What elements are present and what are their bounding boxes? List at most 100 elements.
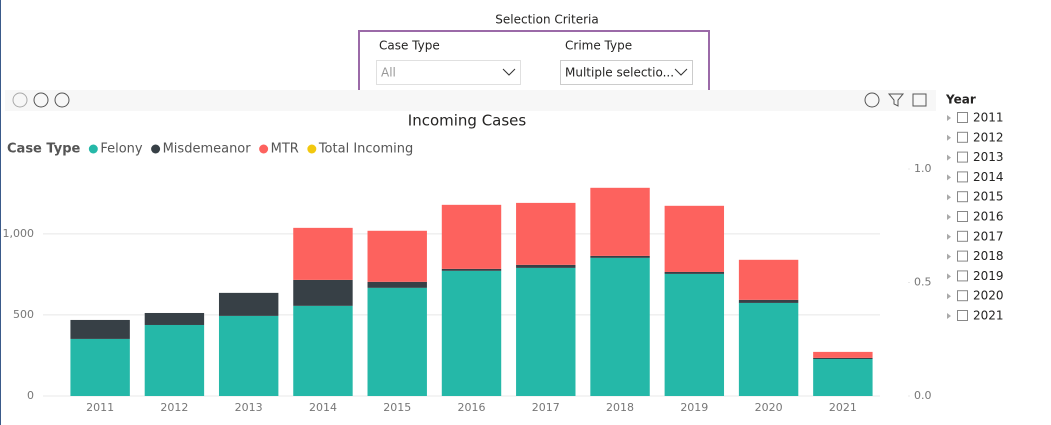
slicer-item: 2011 xyxy=(973,111,1004,125)
legend-marker xyxy=(307,144,317,154)
bar-segment xyxy=(813,351,873,358)
checkbox[interactable] xyxy=(957,191,968,203)
bar-segment xyxy=(813,359,873,396)
slicer-item: 2018 xyxy=(973,249,1004,263)
x-tick-label: 2015 xyxy=(383,401,411,414)
legend-label: Total Incoming xyxy=(318,142,413,157)
legend-label: Felony xyxy=(100,142,143,157)
case-type-dropdown[interactable] xyxy=(376,60,521,85)
y-tick-label: 0 xyxy=(27,389,34,402)
legend-marker xyxy=(259,144,269,154)
bar-segment xyxy=(218,315,279,396)
chevron xyxy=(502,68,516,76)
y2-tick-label: 0.0 xyxy=(914,389,932,402)
bar-segment xyxy=(144,324,205,396)
expand-arrow xyxy=(947,313,951,319)
checkbox[interactable] xyxy=(957,250,968,262)
bar-segment xyxy=(367,230,427,282)
x-tick-label: 2021 xyxy=(829,401,857,414)
checkbox[interactable] xyxy=(957,211,968,222)
slicer-item: 2019 xyxy=(973,269,1004,283)
bar-segment xyxy=(218,292,279,316)
checkbox[interactable] xyxy=(957,112,968,123)
bar-segment xyxy=(516,267,576,396)
slicer-item: 2013 xyxy=(973,150,1004,164)
slicer-item: 2015 xyxy=(973,190,1004,204)
y2-tick-label: 1.0 xyxy=(914,162,932,175)
checkbox[interactable] xyxy=(957,230,968,242)
bar-segment xyxy=(664,271,725,274)
expand-arrow xyxy=(947,293,951,300)
x-tick-label: 2020 xyxy=(755,401,783,414)
legend-label: MTR xyxy=(271,142,299,157)
selection-title: Selection Criteria xyxy=(495,13,598,27)
focus-icon[interactable] xyxy=(912,93,927,107)
legend-title: Case Type xyxy=(7,142,80,157)
filter-label: Case Type xyxy=(379,39,440,53)
y-tick-label: 1,000 xyxy=(3,227,35,240)
checkbox[interactable] xyxy=(957,290,968,302)
slicer-item: 2012 xyxy=(973,130,1004,144)
expand-arrow xyxy=(947,214,951,220)
bar-segment xyxy=(70,338,130,396)
bar-segment xyxy=(738,299,799,303)
bar-segment xyxy=(590,255,650,258)
legend-marker xyxy=(151,144,161,154)
checkbox[interactable] xyxy=(957,270,968,282)
slicer-item: 2017 xyxy=(973,229,1004,243)
drill-down-toggle[interactable] xyxy=(864,92,880,108)
bar-segment xyxy=(738,302,799,396)
checkbox[interactable] xyxy=(957,151,968,163)
drill-icons xyxy=(12,92,70,108)
expand-arrow xyxy=(947,154,951,161)
bar-segment xyxy=(367,287,427,396)
x-tick-label: 2011 xyxy=(86,401,114,414)
bar-segment xyxy=(293,279,353,306)
bar-segment xyxy=(367,281,427,288)
slicer-item: 2021 xyxy=(973,309,1004,323)
bar-segment xyxy=(664,273,725,396)
bar-segment xyxy=(813,357,873,360)
bar-segment xyxy=(293,227,353,280)
expand-all[interactable] xyxy=(54,92,70,108)
chart-title: Incoming Cases xyxy=(408,112,527,130)
crime-type-dropdown[interactable] xyxy=(560,60,693,85)
bar-segment xyxy=(293,305,353,396)
x-tick-label: 2013 xyxy=(235,401,263,414)
checkbox[interactable] xyxy=(957,310,968,321)
x-tick-label: 2012 xyxy=(160,401,188,414)
y-tick-label: 500 xyxy=(13,308,34,321)
bar-segment xyxy=(590,187,650,256)
bar-segment xyxy=(738,259,799,300)
chevron xyxy=(674,68,688,76)
bar-segment xyxy=(441,268,502,271)
filter-label: Crime Type xyxy=(565,39,632,53)
x-tick-label: 2014 xyxy=(309,401,337,414)
expand-arrow xyxy=(947,273,951,280)
visual-header xyxy=(5,90,936,111)
checkbox[interactable] xyxy=(957,171,968,183)
checkbox[interactable] xyxy=(957,131,968,143)
y2-tick-label: 0.5 xyxy=(914,276,932,289)
slicer-title: Year xyxy=(945,93,976,107)
dropdown-value: All xyxy=(381,66,396,80)
bar-segment xyxy=(516,264,576,268)
drill-up[interactable] xyxy=(12,92,28,108)
x-tick-label: 2017 xyxy=(532,401,560,414)
dropdown-value: Multiple selectio... xyxy=(565,66,674,80)
drill-next[interactable] xyxy=(33,92,49,108)
expand-arrow xyxy=(947,233,951,240)
expand-arrow xyxy=(947,134,951,141)
slicer-item: 2016 xyxy=(973,210,1004,224)
bar-segment xyxy=(70,319,130,339)
x-tick-label: 2016 xyxy=(458,401,486,414)
bar-segment xyxy=(144,312,205,325)
legend-label: Misdemeanor xyxy=(163,142,252,157)
expand-arrow xyxy=(947,115,951,121)
x-tick-label: 2018 xyxy=(606,401,634,414)
slicer-item: 2020 xyxy=(973,289,1004,303)
x-tick-label: 2019 xyxy=(680,401,708,414)
filter-icon[interactable] xyxy=(887,93,905,107)
expand-arrow xyxy=(947,174,951,181)
